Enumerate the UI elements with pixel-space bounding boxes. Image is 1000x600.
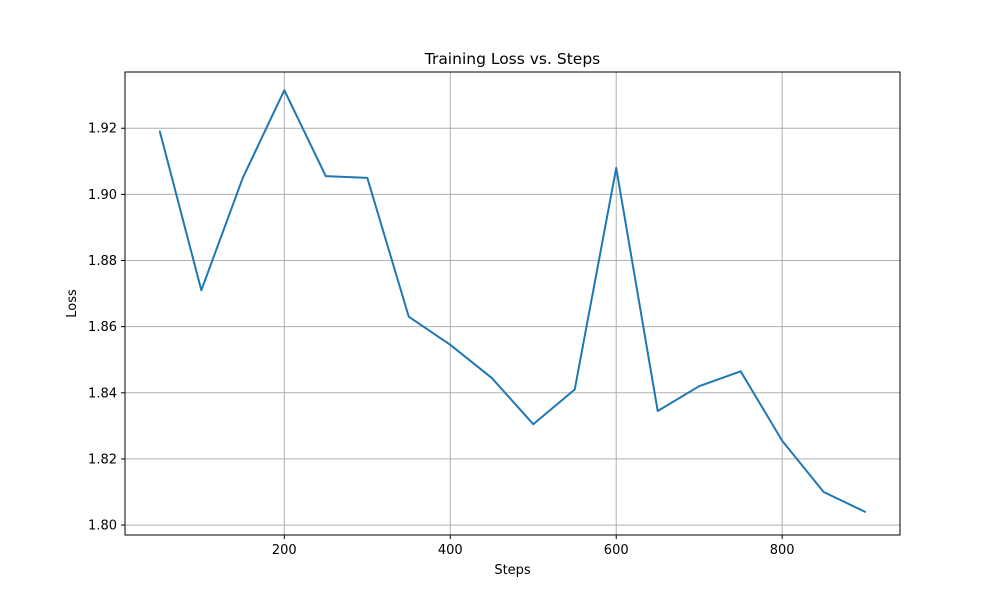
y-tick-label: 1.86 — [88, 320, 117, 335]
series-lines — [158, 89, 867, 513]
axis-ticks: 200 400 600 800 1.80 1.82 1.84 1.86 1.88 1.90 1.92 — [88, 122, 795, 558]
x-tick-label: 400 — [438, 543, 463, 558]
y-tick-label: 1.82 — [88, 452, 117, 467]
y-tick-label: 1.88 — [88, 254, 117, 269]
y-tick-label: 1.90 — [88, 188, 117, 203]
x-tick-label: 800 — [770, 543, 795, 558]
y-axis-label: Loss — [65, 289, 80, 318]
x-axis-label: Steps — [494, 563, 531, 578]
x-tick-label: 600 — [604, 543, 629, 558]
x-tick-label: 200 — [272, 543, 297, 558]
chart-title: Training Loss vs. Steps — [424, 50, 600, 68]
loss-series-line — [158, 89, 867, 513]
grid-lines — [125, 72, 900, 535]
plot-area-frame — [124, 71, 901, 536]
y-tick-label: 1.92 — [88, 122, 117, 137]
y-tick-label: 1.80 — [88, 519, 117, 534]
y-tick-label: 1.84 — [88, 386, 117, 401]
